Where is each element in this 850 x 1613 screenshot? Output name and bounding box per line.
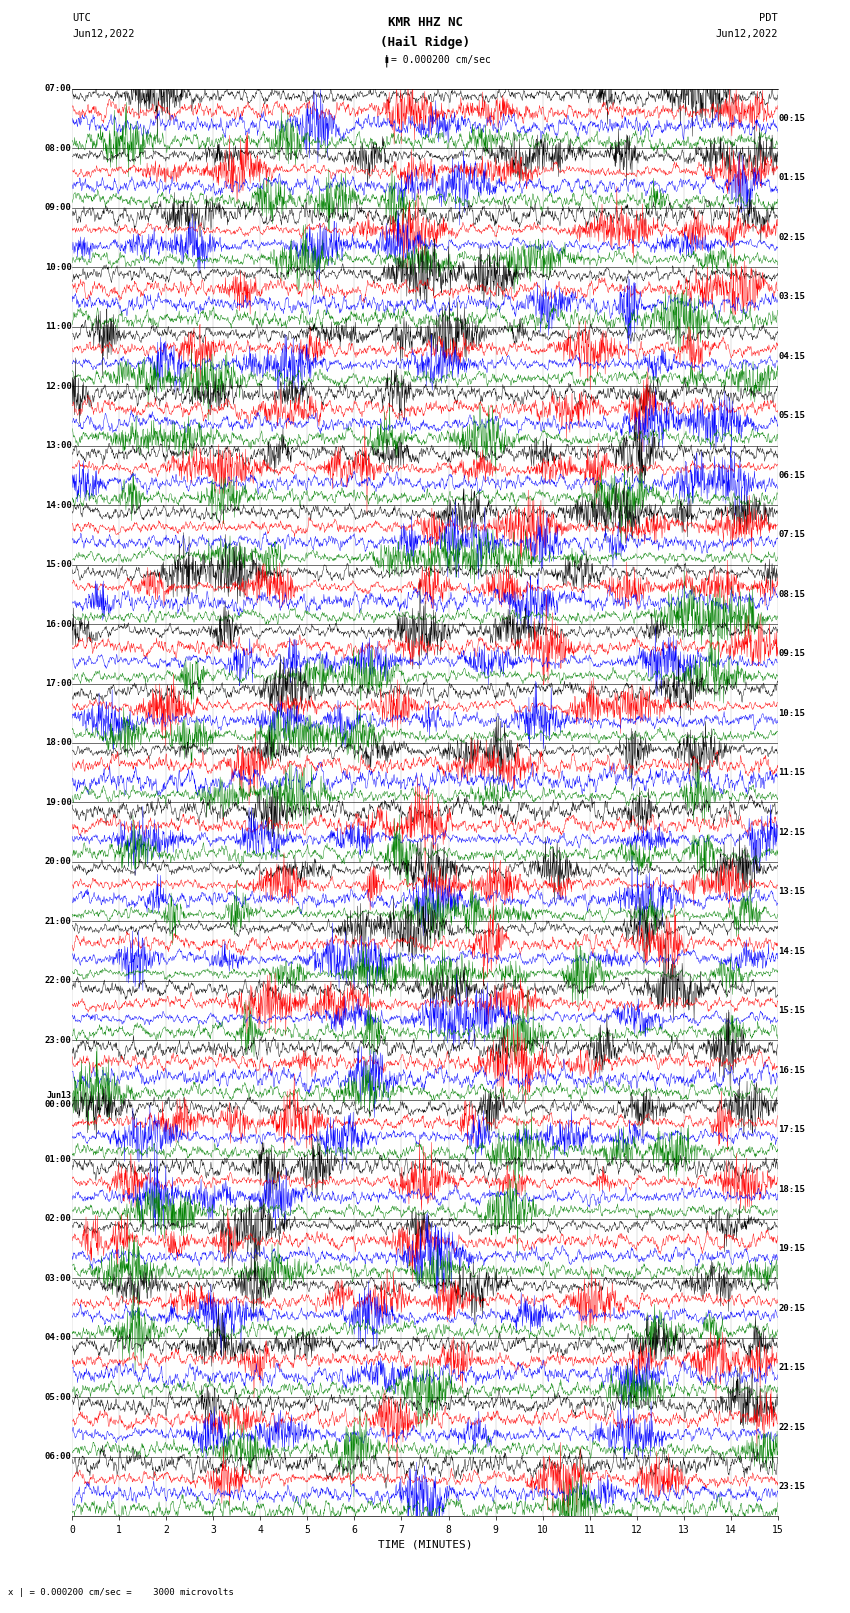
Text: 04:00: 04:00 <box>45 1334 71 1342</box>
Text: 12:15: 12:15 <box>779 827 805 837</box>
Text: 06:15: 06:15 <box>779 471 805 479</box>
Text: 01:00: 01:00 <box>45 1155 71 1165</box>
Text: 00:00: 00:00 <box>45 1100 71 1108</box>
Text: 04:15: 04:15 <box>779 352 805 361</box>
Text: 15:00: 15:00 <box>45 560 71 569</box>
Text: ▮: ▮ <box>384 55 389 65</box>
Text: 05:00: 05:00 <box>45 1392 71 1402</box>
Text: 07:00: 07:00 <box>45 84 71 94</box>
Text: 03:00: 03:00 <box>45 1274 71 1282</box>
Text: 05:15: 05:15 <box>779 411 805 421</box>
Text: Jun13: Jun13 <box>47 1090 71 1100</box>
Text: 10:15: 10:15 <box>779 708 805 718</box>
Text: 14:15: 14:15 <box>779 947 805 955</box>
Text: 10:00: 10:00 <box>45 263 71 271</box>
Text: 08:00: 08:00 <box>45 144 71 153</box>
Text: 23:00: 23:00 <box>45 1036 71 1045</box>
Text: 02:00: 02:00 <box>45 1215 71 1223</box>
Text: KMR HHZ NC: KMR HHZ NC <box>388 16 462 29</box>
Text: 11:00: 11:00 <box>45 323 71 331</box>
Text: 09:15: 09:15 <box>779 650 805 658</box>
Text: 19:00: 19:00 <box>45 798 71 806</box>
Text: 13:00: 13:00 <box>45 440 71 450</box>
Text: 02:15: 02:15 <box>779 232 805 242</box>
Text: 17:15: 17:15 <box>779 1126 805 1134</box>
Text: (Hail Ridge): (Hail Ridge) <box>380 35 470 48</box>
Text: 18:00: 18:00 <box>45 739 71 747</box>
Text: Jun12,2022: Jun12,2022 <box>72 29 135 39</box>
Text: 20:00: 20:00 <box>45 858 71 866</box>
Text: = 0.000200 cm/sec: = 0.000200 cm/sec <box>391 55 490 65</box>
Text: Jun12,2022: Jun12,2022 <box>715 29 778 39</box>
Text: 07:15: 07:15 <box>779 531 805 539</box>
Text: 22:15: 22:15 <box>779 1423 805 1431</box>
Text: 16:00: 16:00 <box>45 619 71 629</box>
Text: |: | <box>383 55 390 68</box>
Text: 06:00: 06:00 <box>45 1452 71 1461</box>
Text: 19:15: 19:15 <box>779 1244 805 1253</box>
Text: UTC: UTC <box>72 13 91 23</box>
Text: 14:00: 14:00 <box>45 500 71 510</box>
Text: 03:15: 03:15 <box>779 292 805 302</box>
Text: 15:15: 15:15 <box>779 1007 805 1015</box>
Text: 21:15: 21:15 <box>779 1363 805 1373</box>
Text: 21:00: 21:00 <box>45 916 71 926</box>
Text: PDT: PDT <box>759 13 778 23</box>
Text: 18:15: 18:15 <box>779 1184 805 1194</box>
Text: x | = 0.000200 cm/sec =    3000 microvolts: x | = 0.000200 cm/sec = 3000 microvolts <box>8 1587 235 1597</box>
Text: 13:15: 13:15 <box>779 887 805 897</box>
Text: 08:15: 08:15 <box>779 590 805 598</box>
Text: 01:15: 01:15 <box>779 174 805 182</box>
Text: 12:00: 12:00 <box>45 382 71 390</box>
Text: 11:15: 11:15 <box>779 768 805 777</box>
X-axis label: TIME (MINUTES): TIME (MINUTES) <box>377 1539 473 1550</box>
Text: 22:00: 22:00 <box>45 976 71 986</box>
Text: 16:15: 16:15 <box>779 1066 805 1074</box>
Text: 20:15: 20:15 <box>779 1303 805 1313</box>
Text: 00:15: 00:15 <box>779 115 805 123</box>
Text: 23:15: 23:15 <box>779 1482 805 1490</box>
Text: 17:00: 17:00 <box>45 679 71 689</box>
Text: 09:00: 09:00 <box>45 203 71 213</box>
